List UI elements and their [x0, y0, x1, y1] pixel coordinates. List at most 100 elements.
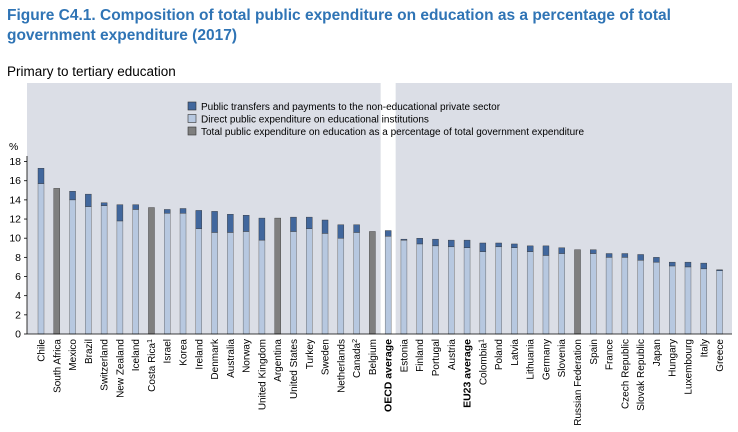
category-label-17: Turkey: [305, 339, 316, 369]
category-label-text: United States: [289, 339, 300, 399]
category-label-text: Slovak Republic: [636, 339, 647, 411]
bar-direct-24: [416, 243, 423, 335]
category-label-text: Slovenia: [557, 339, 568, 378]
category-label-text: Chile: [37, 339, 48, 362]
bar-direct-26: [448, 246, 455, 335]
category-label-2: Mexico: [68, 339, 79, 371]
category-label-36: France: [605, 339, 616, 371]
y-axis-label: %: [9, 141, 18, 153]
bar-direct-12: [227, 232, 234, 335]
bar-transfers-13: [242, 215, 250, 232]
y-tick-label-4: 4: [15, 290, 21, 302]
bar-direct-25: [432, 245, 439, 335]
bar-direct-22: [384, 236, 392, 335]
bar-transfers-39: [653, 257, 660, 263]
bar-transfers-29: [495, 242, 502, 248]
category-label-23: Estonia: [399, 339, 410, 373]
bar-direct-10: [195, 228, 203, 335]
category-label-text: Luxembourg: [683, 339, 694, 395]
category-label-4: Switzerland: [100, 339, 111, 391]
category-label-22: OECD average: [383, 339, 395, 412]
bar-transfers-35: [590, 249, 597, 254]
category-label-40: Hungary: [668, 339, 679, 377]
category-label-text: France: [605, 339, 616, 371]
category-label-35: Spain: [589, 339, 600, 365]
category-label-34: Russian Federation: [573, 339, 584, 426]
category-label-12: Australia: [226, 339, 237, 378]
category-label-text: Australia: [226, 339, 237, 378]
bar-direct-17: [306, 228, 313, 335]
bar-direct-18: [321, 233, 329, 335]
category-label-text: Brazil: [84, 339, 95, 364]
bar-direct-2: [69, 199, 76, 335]
category-label-text: Colombia: [478, 342, 489, 385]
bar-direct-42: [700, 268, 707, 335]
category-label-15: Argentina: [273, 339, 284, 382]
category-label-text: Sweden: [321, 339, 332, 375]
y-tick-label-2: 2: [15, 309, 21, 321]
y-tick-label-8: 8: [15, 252, 21, 264]
bar-transfers-31: [526, 245, 534, 252]
category-label-text: Norway: [242, 339, 253, 373]
category-label-28: Colombia1: [478, 339, 490, 385]
bar-total-7: [148, 207, 155, 335]
category-label-text: Latvia: [510, 339, 521, 366]
plot-background: [27, 83, 732, 334]
legend-swatch-0: [187, 101, 197, 111]
bar-transfers-33: [558, 247, 565, 254]
bar-direct-16: [290, 231, 297, 335]
bar-transfers-17: [306, 216, 313, 229]
category-label-9: Korea: [179, 339, 190, 366]
legend-label-2: Total public expenditure on education as…: [201, 127, 584, 138]
category-label-text: Turkey: [305, 339, 316, 369]
bar-transfers-18: [321, 219, 329, 234]
y-tick-label-18: 18: [9, 156, 21, 168]
category-label-1: South Africa: [52, 339, 63, 393]
bar-transfers-20: [353, 224, 360, 233]
category-label-text: Japan: [652, 339, 663, 366]
bar-transfers-2: [69, 191, 76, 201]
bar-direct-13: [242, 231, 250, 335]
category-label-14: United Kingdom: [257, 339, 268, 410]
bar-direct-30: [511, 247, 518, 335]
legend-label-1: Direct public expenditure on educational…: [201, 115, 429, 126]
bar-transfers-32: [542, 245, 550, 256]
bar-direct-9: [179, 213, 187, 335]
bar-transfers-19: [337, 224, 345, 239]
bar-transfers-12: [227, 214, 234, 233]
bar-direct-29: [495, 246, 502, 335]
category-label-text: Canada: [352, 342, 363, 377]
category-label-41: Luxembourg: [683, 339, 694, 395]
bar-direct-36: [605, 257, 613, 335]
category-label-29: Poland: [494, 339, 505, 370]
bar-transfers-10: [195, 210, 203, 229]
bar-transfers-24: [416, 237, 423, 245]
category-label-text: OECD average: [383, 339, 395, 412]
category-label-8: Israel: [163, 339, 174, 363]
category-label-38: Slovak Republic: [636, 339, 647, 411]
y-tick-label-10: 10: [9, 233, 21, 245]
bar-transfers-4: [100, 202, 108, 206]
category-label-text: Iceland: [131, 339, 142, 371]
bar-direct-23: [400, 239, 408, 335]
bar-direct-14: [258, 239, 266, 335]
category-label-text: Belgium: [368, 339, 379, 375]
category-label-text: Hungary: [668, 339, 679, 377]
bar-total-15: [274, 217, 281, 335]
bar-direct-40: [669, 265, 676, 335]
bar-transfers-41: [684, 261, 692, 268]
figure-title: Figure C4.1. Composition of total public…: [7, 7, 671, 44]
figure-subtitle: Primary to tertiary education: [7, 64, 176, 79]
category-label-18: Sweden: [321, 339, 332, 375]
category-label-33: Slovenia: [557, 339, 568, 378]
category-label-27: EU23 average: [462, 339, 474, 408]
bar-direct-4: [100, 205, 108, 335]
category-label-superscript: 1: [146, 339, 153, 343]
category-label-text: Mexico: [68, 339, 79, 371]
bar-direct-5: [116, 220, 124, 335]
bar-direct-6: [132, 209, 139, 335]
category-label-26: Austria: [447, 339, 458, 371]
bar-direct-11: [211, 232, 218, 335]
category-label-text: Denmark: [210, 338, 221, 380]
bar-direct-43: [716, 270, 723, 335]
